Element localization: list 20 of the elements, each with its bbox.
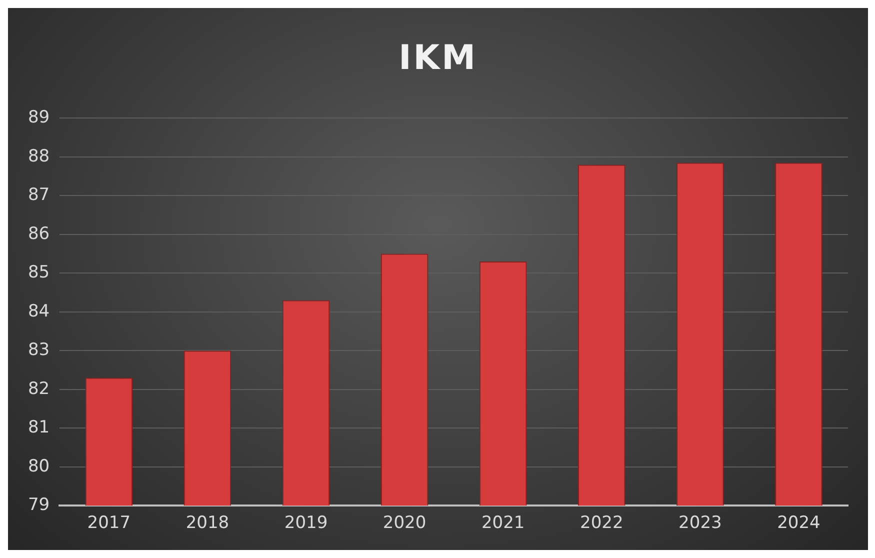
y-tick-label: 84 [28, 301, 50, 322]
y-tick-label: 89 [28, 108, 50, 128]
x-tick-label: 2024 [777, 513, 820, 534]
x-tick-label: 2021 [481, 513, 525, 534]
y-tick-label: 81 [28, 418, 50, 438]
x-tick-label: 2017 [87, 513, 131, 534]
y-tick-label: 86 [28, 224, 50, 244]
y-tick-label: 80 [28, 456, 50, 476]
x-tick-label: 2019 [284, 513, 328, 534]
chart-title: IKM [398, 38, 478, 78]
y-tick-label: 85 [28, 262, 50, 283]
y-tick-label: 88 [28, 146, 50, 166]
y-tick-label: 83 [28, 340, 50, 360]
y-tick-label: 79 [28, 495, 50, 516]
y-tick-label: 87 [28, 185, 50, 206]
x-tick-label: 2022 [580, 513, 624, 534]
x-tick-label: 2018 [186, 513, 230, 534]
y-tick-label: 82 [28, 378, 50, 399]
x-tick-label: 2020 [382, 513, 426, 534]
x-tick-label: 2023 [678, 513, 722, 534]
